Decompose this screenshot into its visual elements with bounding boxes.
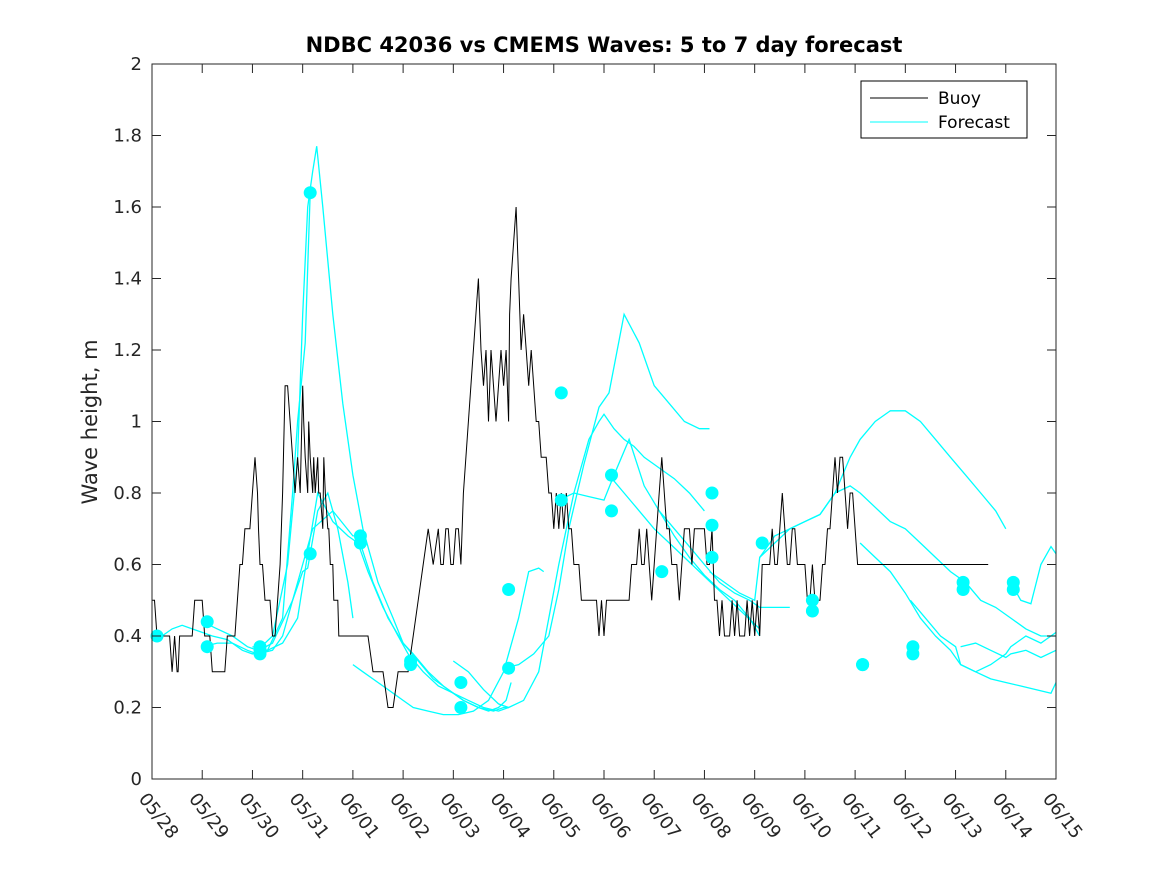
forecast-line-15 (909, 599, 1057, 673)
forecast-marker (1006, 583, 1020, 596)
y-tick-label: 0 (131, 769, 142, 790)
legend-forecast-label: Forecast (938, 113, 1010, 133)
forecast-marker (353, 536, 367, 550)
forecast-marker (303, 547, 317, 561)
forecast-marker (805, 593, 819, 607)
y-tick-label: 1.8 (113, 126, 142, 147)
y-axis-label: Wave height, m (78, 339, 102, 504)
forecast-marker (705, 486, 719, 500)
forecast-marker (956, 583, 970, 596)
forecast-marker (705, 518, 719, 532)
forecast-marker (755, 536, 769, 550)
y-tick-label: 0.2 (113, 698, 142, 719)
buoy-line (152, 206, 989, 708)
forecast-marker (906, 647, 920, 661)
forecast-marker (303, 186, 317, 200)
forecast-marker (253, 647, 267, 661)
y-tick-label: 0.8 (113, 483, 142, 504)
forecast-marker (502, 661, 516, 675)
legend-buoy-label: Buoy (938, 89, 981, 109)
forecast-marker (454, 701, 468, 714)
forecast-line-5 (252, 509, 509, 712)
forecast-marker (200, 640, 214, 654)
y-tick-label: 0.6 (113, 555, 142, 576)
forecast-line-7 (452, 413, 705, 709)
forecast-line-16 (960, 642, 1057, 659)
forecast-marker (605, 468, 618, 482)
forecast-marker (502, 583, 516, 596)
y-tick-label: 0.4 (113, 626, 142, 647)
forecast-line-13 (759, 485, 1056, 637)
forecast-marker (605, 504, 618, 518)
forecast-line-17 (1010, 545, 1057, 605)
forecast-line-12 (709, 410, 1007, 602)
forecast-marker (200, 615, 214, 629)
y-tick-label: 2 (131, 54, 142, 75)
forecast-line-11 (658, 510, 790, 609)
forecast-marker (554, 386, 568, 400)
forecast-line-10 (608, 474, 761, 630)
y-tick-label: 1.6 (113, 197, 142, 218)
forecast-marker (856, 658, 870, 672)
y-tick-label: 1.2 (113, 340, 142, 361)
forecast-marker (554, 493, 568, 507)
y-tick-label: 1.4 (113, 269, 142, 290)
legend: Buoy Forecast (860, 80, 1028, 139)
forecast-marker (805, 604, 819, 618)
forecast-marker (404, 658, 418, 672)
y-tick-label: 1 (131, 412, 142, 433)
forecast-marker (705, 550, 719, 564)
forecast-marker (655, 565, 669, 579)
forecast-line-8 (503, 312, 710, 669)
legend-box (860, 80, 1028, 139)
forecast-marker (454, 676, 468, 689)
chart-title: NDBC 42036 vs CMEMS Waves: 5 to 7 day fo… (306, 33, 903, 57)
